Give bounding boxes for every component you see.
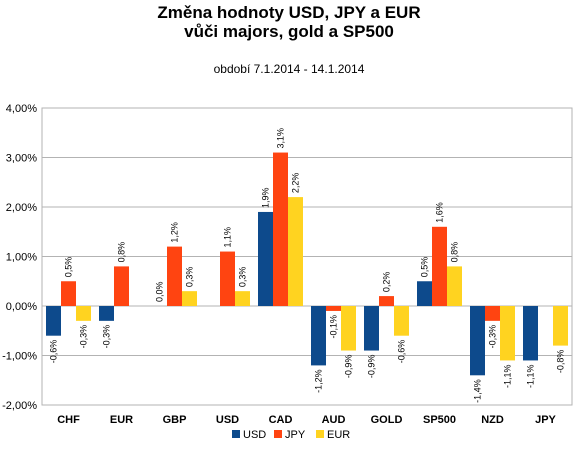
data-label: 1,2% — [170, 222, 180, 243]
bar-jpy — [432, 226, 447, 306]
bar-usd — [99, 306, 114, 321]
x-tick-label: GOLD — [371, 414, 403, 426]
y-tick-label: 4,00% — [6, 103, 37, 115]
data-label: -1,4% — [473, 379, 483, 403]
y-tick-label: -2,00% — [2, 400, 37, 412]
bar-jpy — [379, 296, 394, 306]
bar-jpy — [61, 281, 76, 306]
data-label: 1,6% — [435, 202, 445, 223]
bar-eur — [235, 291, 250, 306]
data-label: -1,1% — [526, 364, 536, 388]
bar-eur — [341, 306, 356, 351]
x-tick-label: JPY — [535, 414, 556, 426]
data-label: 0,8% — [117, 242, 127, 263]
data-label: -0,3% — [488, 325, 498, 349]
x-tick-label: EUR — [110, 414, 133, 426]
x-tick-label: SP500 — [423, 414, 456, 426]
x-tick-label: NZD — [481, 414, 504, 426]
y-tick-label: 0,00% — [6, 301, 37, 313]
legend-swatch-eur — [316, 430, 324, 438]
y-tick-label: 3,00% — [6, 153, 37, 165]
plot-frame — [41, 107, 573, 406]
data-label: -0,9% — [367, 355, 377, 379]
data-label: 0,5% — [420, 257, 430, 278]
bar-usd — [311, 306, 326, 366]
data-label: -0,3% — [102, 325, 112, 349]
data-label: 0,8% — [450, 242, 460, 263]
data-label: 3,1% — [276, 128, 286, 149]
data-label: -0,8% — [556, 350, 566, 374]
bar-jpy — [273, 152, 288, 306]
bar-jpy — [485, 306, 500, 321]
bar-usd — [417, 281, 432, 306]
bar-eur — [288, 197, 303, 306]
bar-usd — [258, 211, 273, 306]
y-tick-label: 2,00% — [6, 202, 37, 214]
bar-eur — [500, 306, 515, 361]
data-label: -0,1% — [329, 315, 339, 339]
x-tick-label: CHF — [57, 414, 80, 426]
legend-label: JPY — [285, 429, 306, 441]
legend-swatch-usd — [232, 430, 240, 438]
data-label: -0,9% — [344, 355, 354, 379]
data-label: 0,3% — [238, 267, 248, 288]
data-label: 0,3% — [185, 267, 195, 288]
data-label: 1,9% — [261, 187, 271, 208]
bar-jpy — [167, 246, 182, 306]
bar-eur — [76, 306, 91, 321]
legend-swatch-jpy — [274, 430, 282, 438]
data-label: -0,6% — [49, 340, 59, 364]
bar-usd — [364, 306, 379, 351]
bar-eur — [182, 291, 197, 306]
bar-eur — [553, 306, 568, 346]
data-label: 1,1% — [223, 227, 233, 248]
bar-usd — [46, 306, 61, 336]
y-tick-label: -1,00% — [2, 351, 37, 363]
chart-title-line2: vůči majors, gold a SP500 — [184, 22, 394, 41]
y-tick-label: 1,00% — [6, 252, 37, 264]
data-label: 0,2% — [382, 272, 392, 293]
x-tick-label: USD — [216, 414, 239, 426]
x-tick-label: AUD — [322, 414, 346, 426]
x-tick-label: GBP — [163, 414, 187, 426]
bar-eur — [447, 266, 462, 306]
x-tick-label: CAD — [269, 414, 293, 426]
data-label: -1,1% — [503, 364, 513, 388]
bar-eur — [394, 306, 409, 336]
bar-usd — [523, 306, 538, 361]
data-label: -1,2% — [314, 369, 324, 393]
legend-label: EUR — [327, 429, 350, 441]
chart-title: Změna hodnoty USD, JPY a EUR — [157, 3, 421, 22]
bar-jpy — [114, 266, 129, 306]
bar-jpy — [220, 251, 235, 306]
data-label: 0,5% — [64, 257, 74, 278]
legend-label: USD — [243, 429, 266, 441]
data-label: 2,2% — [291, 173, 301, 194]
data-label: -0,6% — [397, 340, 407, 364]
bar-usd — [470, 306, 485, 376]
data-label: 0,0% — [155, 281, 165, 302]
chart-subtitle: období 7.1.2014 - 14.1.2014 — [213, 62, 365, 76]
bar-jpy — [326, 306, 341, 311]
data-label: -0,3% — [79, 325, 89, 349]
